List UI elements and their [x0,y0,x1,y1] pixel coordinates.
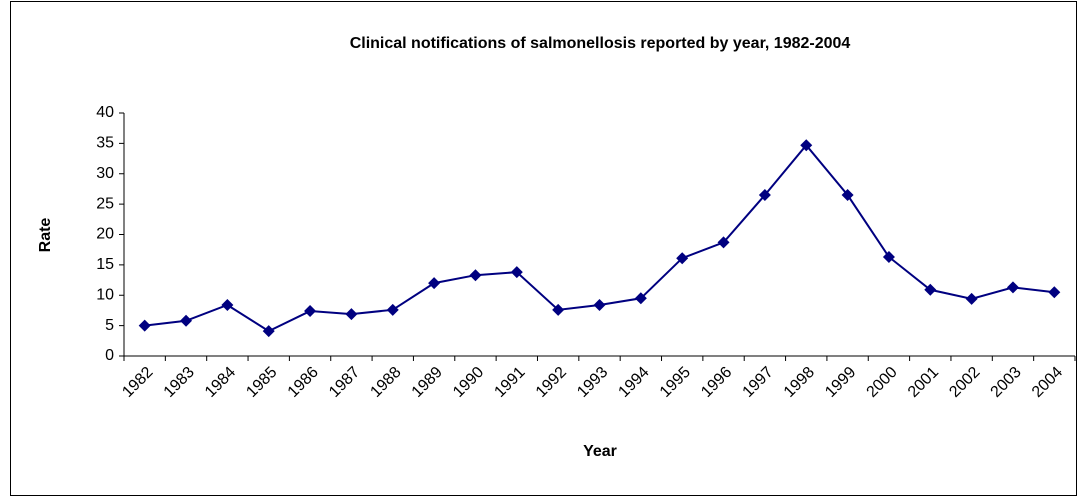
marker [262,325,275,338]
y-tick-label: 35 [96,135,114,152]
y-tick-label: 15 [96,256,114,273]
y-tick-label: 0 [105,347,114,364]
marker [428,277,441,290]
y-tick-label: 10 [96,286,114,303]
x-axis-label: Year [583,443,617,460]
chart-border [10,1,1077,496]
marker [593,298,606,311]
marker [800,139,813,152]
y-tick-label: 30 [96,165,114,182]
y-tick-label: 25 [96,195,114,212]
marker [510,266,523,279]
marker [180,314,193,327]
y-tick-label: 20 [96,226,114,243]
marker [717,236,730,249]
chart-title: Clinical notifications of salmonellosis … [350,35,851,52]
marker [221,298,234,311]
marker [1006,281,1019,294]
marker [469,269,482,282]
y-axis-label: Rate [37,218,54,253]
marker [634,292,647,305]
marker [304,305,317,318]
marker [386,303,399,316]
marker [924,283,937,296]
marker [1048,286,1061,299]
marker [882,250,895,263]
marker [552,303,565,316]
marker [676,252,689,265]
marker [345,308,358,321]
marker [841,189,854,202]
y-tick-label: 5 [105,317,114,334]
marker [758,189,771,202]
marker [965,292,978,305]
y-tick-label: 40 [96,104,114,121]
marker [138,319,151,332]
